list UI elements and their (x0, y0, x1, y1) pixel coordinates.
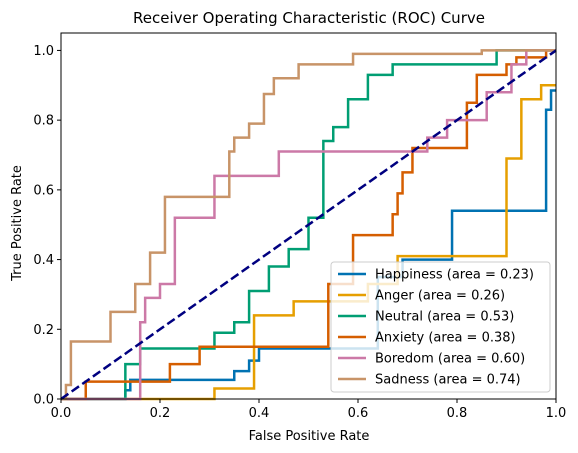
legend: Happiness (area = 0.23) Anger (area = 0.2… (330, 261, 551, 393)
x-tick-label: 1.0 (546, 406, 567, 421)
y-tick-label: 0.8 (33, 114, 54, 129)
legend-box (330, 261, 551, 393)
legend-label: Anxiety (area = 0.38) (375, 331, 516, 346)
x-axis-label: False Positive Rate (249, 429, 370, 444)
plot-border (60, 32, 557, 400)
legend-label: Neutral (area = 0.53) (375, 310, 514, 325)
x-tick-label: 0.4 (249, 406, 270, 421)
x-axis: 0.0 0.2 0.4 0.6 0.8 1.0 (51, 399, 567, 421)
legend-label: Happiness (area = 0.23) (375, 268, 534, 283)
x-tick-label: 0.2 (150, 406, 171, 421)
plot-area (60, 32, 557, 401)
chance-diagonal-line (60, 49, 557, 401)
x-tick-label: 0.0 (51, 406, 72, 421)
legend-label: Sadness (area = 0.74) (375, 373, 521, 388)
y-tick-label: 1.0 (33, 44, 54, 59)
y-axis: 0.0 0.2 0.4 0.6 0.8 1.0 (33, 44, 61, 408)
roc-line-5 (61, 49, 556, 401)
y-axis-label: True Positive Rate (10, 165, 25, 282)
roc-line-0 (61, 89, 556, 401)
roc-line-4 (61, 49, 556, 401)
y-tick-label: 0.6 (33, 183, 54, 198)
y-tick-label: 0.0 (33, 393, 54, 408)
x-tick-label: 0.6 (348, 406, 369, 421)
roc-line-3 (61, 49, 556, 401)
legend-label: Anger (area = 0.26) (375, 289, 505, 304)
legend-label: Boredom (area = 0.60) (375, 352, 525, 367)
x-tick-label: 0.8 (447, 406, 468, 421)
y-tick-label: 0.2 (33, 323, 54, 338)
y-tick-label: 0.4 (33, 253, 54, 268)
chart-title: Receiver Operating Characteristic (ROC) … (133, 9, 485, 27)
